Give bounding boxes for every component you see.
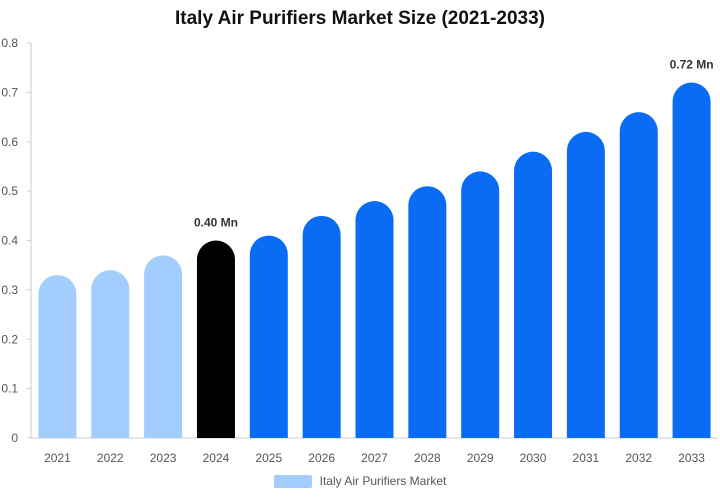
bar-2023 [144,255,183,438]
y-tick-label: 0.6 [1,135,18,149]
x-tick-label: 2023 [150,451,177,465]
x-tick-label: 2024 [203,451,230,465]
y-tick-label: 0.1 [1,382,18,396]
bar-2027 [355,201,394,438]
bar-2024 [196,240,235,438]
data-label-2024: 0.40 Mn [194,216,238,230]
x-tick-label: 2031 [573,451,600,465]
bar-2031 [566,131,605,438]
legend-label: Italy Air Purifiers Market [319,474,447,488]
y-tick-label: 0.8 [1,36,18,50]
legend-swatch [273,474,312,488]
bar-2021 [38,275,77,438]
bar-2022 [91,270,130,438]
legend: Italy Air Purifiers Market [0,474,720,488]
x-tick-label: 2030 [520,451,547,465]
y-tick-label: 0 [11,431,18,445]
x-tick-label: 2028 [414,451,441,465]
x-tick-label: 2029 [467,451,494,465]
x-tick-label: 2033 [678,451,705,465]
bar-2032 [619,112,658,438]
x-tick-label: 2027 [361,451,388,465]
y-tick-label: 0.2 [1,332,18,346]
x-tick-label: 2025 [255,451,282,465]
bar-2026 [302,215,341,438]
bar-2028 [408,186,447,438]
bar-2030 [514,151,553,438]
bar-2029 [461,171,500,438]
bar-2025 [249,235,288,438]
y-tick-label: 0.4 [1,234,18,248]
y-tick-label: 0.7 [1,85,18,99]
chart-title: Italy Air Purifiers Market Size (2021-20… [175,8,545,29]
x-tick-label: 2026 [308,451,335,465]
data-label-2033: 0.72 Mn [670,58,714,72]
y-tick-label: 0.5 [1,184,18,198]
bar-2033 [672,82,711,438]
y-tick-label: 0.3 [1,283,18,297]
x-tick-label: 2021 [44,451,71,465]
x-tick-label: 2022 [97,451,124,465]
x-tick-label: 2032 [625,451,652,465]
